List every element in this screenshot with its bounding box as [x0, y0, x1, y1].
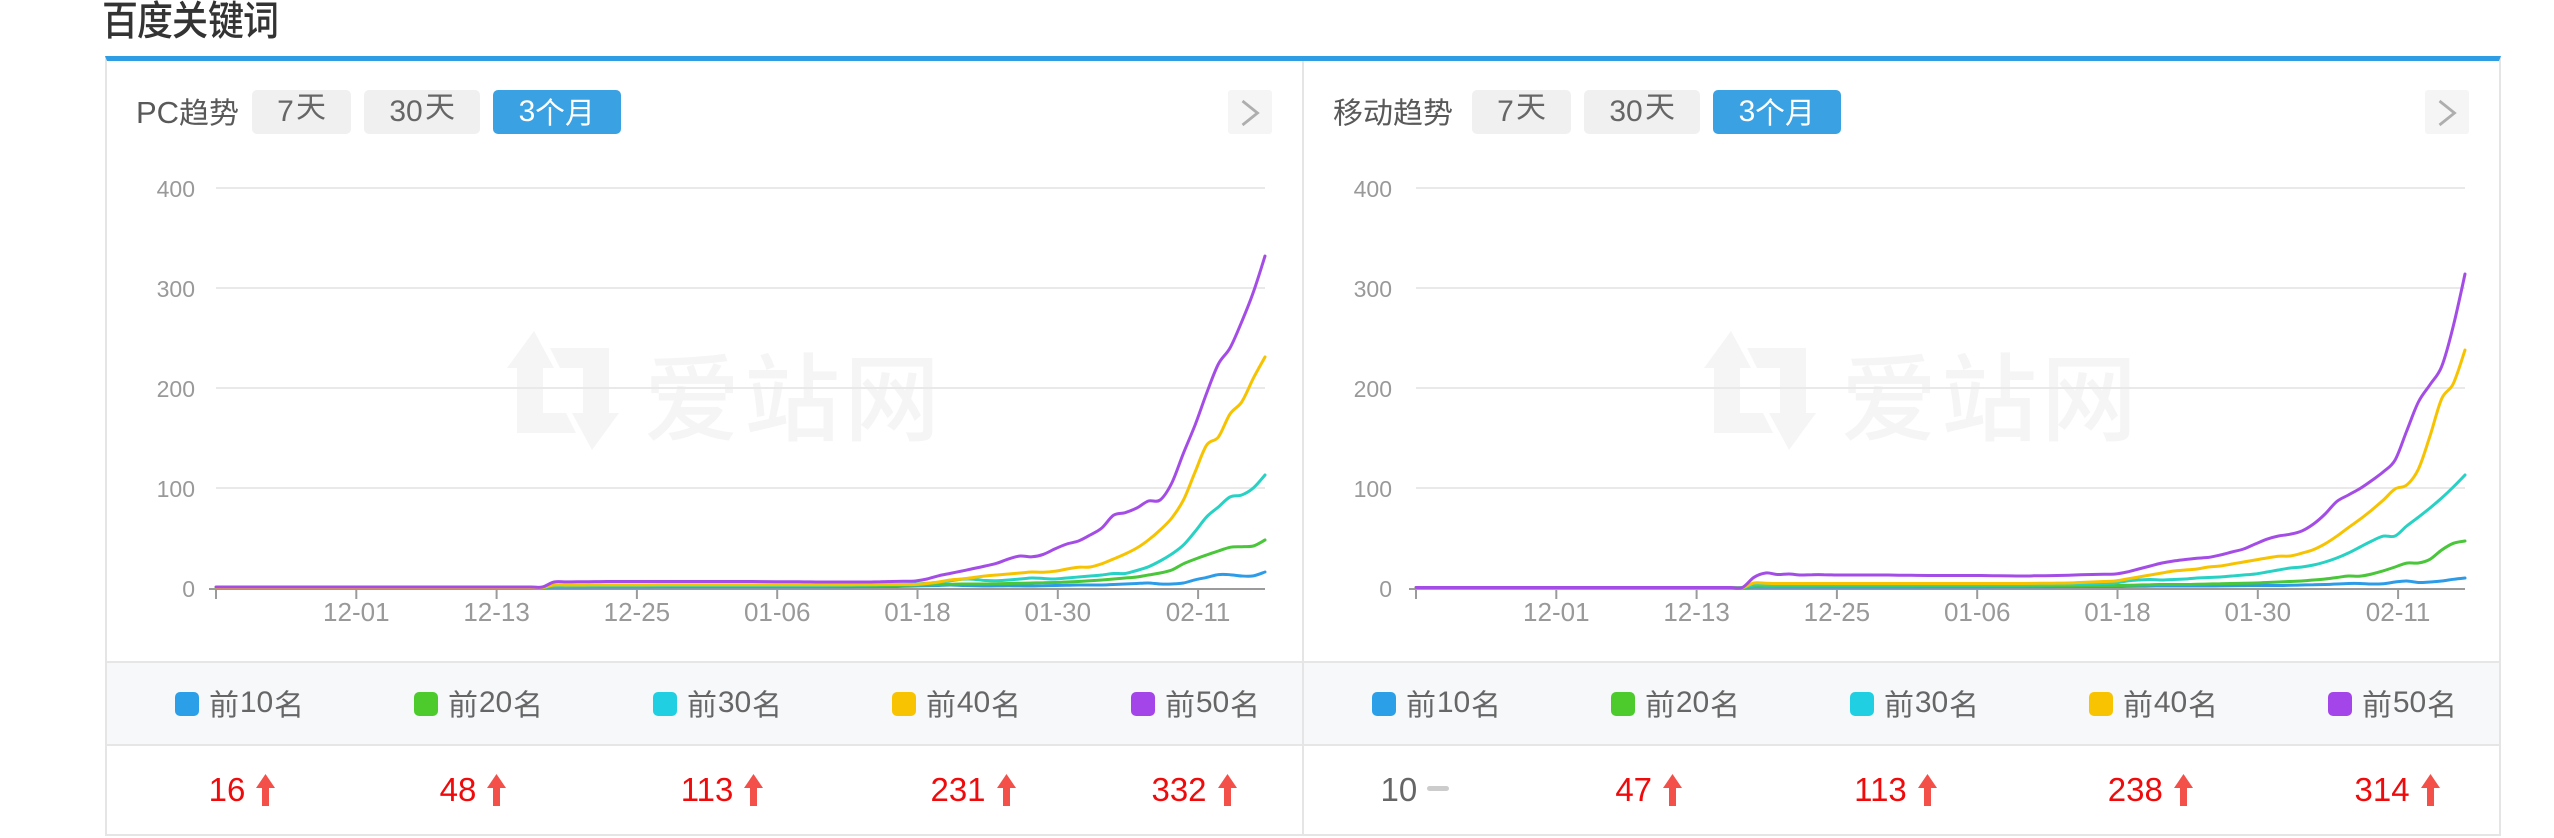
- svg-text:12-01: 12-01: [323, 597, 390, 627]
- svg-text:12-13: 12-13: [463, 597, 529, 627]
- svg-text:12-13: 12-13: [1663, 597, 1730, 627]
- svg-text:300: 300: [1354, 276, 1392, 302]
- svg-text:100: 100: [157, 476, 195, 502]
- svg-text:02-11: 02-11: [1166, 597, 1231, 627]
- svg-text:0: 0: [182, 576, 195, 602]
- svg-text:100: 100: [1354, 476, 1392, 502]
- svg-text:02-11: 02-11: [2366, 597, 2431, 627]
- svg-text:200: 200: [157, 376, 195, 402]
- svg-text:01-30: 01-30: [1025, 597, 1092, 627]
- svg-text:01-18: 01-18: [2084, 597, 2151, 627]
- svg-text:01-18: 01-18: [884, 597, 951, 627]
- svg-text:12-25: 12-25: [1804, 597, 1871, 627]
- svg-text:01-30: 01-30: [2225, 597, 2292, 627]
- svg-text:200: 200: [1354, 376, 1392, 402]
- svg-text:400: 400: [1354, 176, 1392, 202]
- svg-text:01-06: 01-06: [744, 597, 811, 627]
- svg-text:12-01: 12-01: [1523, 597, 1590, 627]
- svg-text:300: 300: [157, 276, 195, 302]
- svg-text:0: 0: [1379, 576, 1392, 602]
- svg-text:400: 400: [157, 176, 195, 202]
- svg-text:01-06: 01-06: [1944, 597, 2011, 627]
- svg-text:12-25: 12-25: [604, 597, 671, 627]
